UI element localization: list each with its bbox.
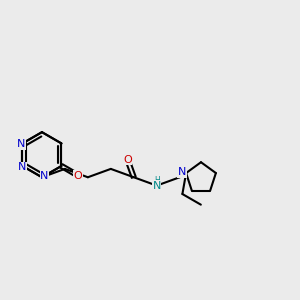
Text: O: O <box>123 154 132 165</box>
Text: N: N <box>40 171 49 181</box>
Text: N: N <box>152 181 161 190</box>
Text: H: H <box>154 176 160 185</box>
Text: N: N <box>18 162 27 172</box>
Text: N: N <box>178 167 186 177</box>
Text: O: O <box>74 170 82 181</box>
Text: N: N <box>16 139 25 149</box>
